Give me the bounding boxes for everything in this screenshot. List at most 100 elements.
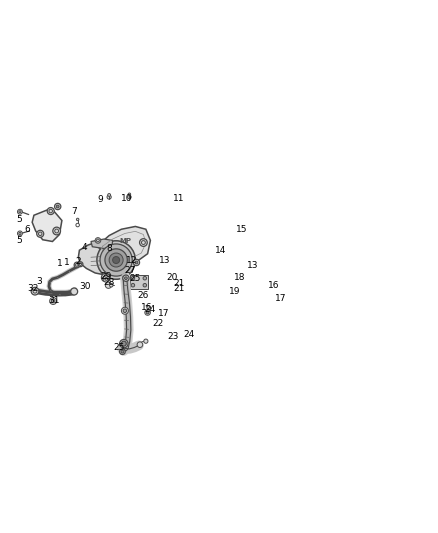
Circle shape [137,342,143,348]
Text: 7: 7 [71,207,77,216]
Text: 27: 27 [124,266,136,275]
Polygon shape [99,227,150,261]
Text: 24: 24 [183,330,194,340]
Circle shape [167,260,170,262]
Circle shape [74,262,80,268]
Circle shape [120,340,128,348]
Polygon shape [91,239,113,248]
Text: 19: 19 [229,287,240,296]
Circle shape [31,287,39,295]
Text: 26: 26 [138,291,149,300]
Polygon shape [32,208,62,241]
Circle shape [263,297,271,305]
Circle shape [237,260,247,269]
Circle shape [123,309,127,312]
Text: 10: 10 [121,194,132,203]
Text: 17: 17 [158,309,169,318]
Circle shape [223,254,233,265]
Circle shape [225,257,231,263]
Circle shape [233,294,236,296]
Text: 32: 32 [27,284,39,293]
Circle shape [121,350,124,353]
Text: 18: 18 [233,273,245,282]
Circle shape [113,256,120,263]
Text: MP: MP [120,238,131,244]
Circle shape [155,310,162,317]
Circle shape [120,349,125,354]
Circle shape [143,277,147,280]
Text: 11: 11 [173,194,185,203]
Text: 13: 13 [247,262,258,270]
Circle shape [166,257,172,264]
Circle shape [144,339,148,343]
Circle shape [244,233,247,238]
Text: 20: 20 [166,273,178,282]
Circle shape [102,273,110,282]
Circle shape [103,276,110,282]
Circle shape [18,231,22,236]
Text: 1: 1 [57,259,62,268]
Text: 4: 4 [81,243,87,252]
Circle shape [18,209,22,214]
Text: 24: 24 [145,305,156,314]
Circle shape [231,292,237,298]
Circle shape [107,195,111,199]
Circle shape [97,241,135,279]
Circle shape [227,259,230,261]
Circle shape [76,218,79,221]
Text: 1: 1 [64,258,70,267]
Circle shape [128,193,131,196]
Circle shape [159,281,165,288]
Circle shape [159,285,165,291]
Text: 16: 16 [141,303,153,312]
Circle shape [121,307,128,314]
Circle shape [272,292,277,297]
Text: 9: 9 [98,195,103,204]
Text: 17: 17 [275,294,286,303]
Circle shape [244,231,247,234]
Circle shape [37,230,44,237]
Circle shape [49,297,57,304]
Circle shape [135,261,138,264]
Text: 3: 3 [36,277,42,286]
Circle shape [100,244,132,276]
Circle shape [253,264,259,271]
Text: 28: 28 [103,278,115,287]
Circle shape [202,260,212,270]
Polygon shape [78,240,128,276]
Circle shape [140,239,147,246]
Text: 25: 25 [130,274,141,284]
Circle shape [162,315,168,320]
Text: 25: 25 [113,343,125,352]
Circle shape [53,227,60,235]
Circle shape [47,207,54,215]
Text: 15: 15 [236,225,247,234]
Text: 12: 12 [126,255,138,264]
Text: 29: 29 [100,272,111,281]
Circle shape [105,249,127,271]
Text: 22: 22 [152,319,164,328]
Text: 2: 2 [75,257,81,266]
Polygon shape [130,274,148,289]
Circle shape [95,238,101,243]
Text: 16: 16 [268,281,279,290]
Text: 21: 21 [173,284,185,293]
Circle shape [105,282,112,288]
Text: 21: 21 [173,279,185,288]
Circle shape [131,277,134,280]
Circle shape [108,193,110,196]
Text: 31: 31 [48,296,60,305]
Text: 30: 30 [80,282,91,292]
Text: 14: 14 [215,246,226,255]
Circle shape [254,266,258,269]
Circle shape [145,310,150,316]
Circle shape [51,299,55,303]
Circle shape [124,277,127,280]
Circle shape [121,341,126,346]
Text: 13: 13 [159,255,170,264]
Text: 8: 8 [106,244,112,253]
Circle shape [121,254,129,262]
Circle shape [57,205,59,208]
Circle shape [71,288,78,295]
Circle shape [155,315,160,320]
